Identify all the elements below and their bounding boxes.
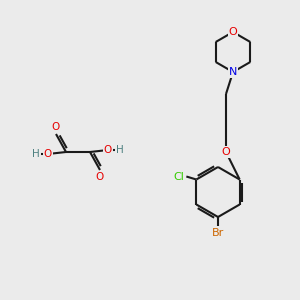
Text: H: H — [116, 145, 124, 155]
Text: Cl: Cl — [173, 172, 184, 182]
Text: O: O — [52, 122, 60, 132]
Text: H: H — [32, 149, 40, 159]
Text: O: O — [104, 145, 112, 155]
Text: N: N — [229, 67, 237, 77]
Text: O: O — [229, 27, 237, 37]
Text: O: O — [222, 147, 230, 157]
Text: O: O — [44, 149, 52, 159]
Text: Br: Br — [212, 228, 224, 238]
Text: O: O — [96, 172, 104, 182]
